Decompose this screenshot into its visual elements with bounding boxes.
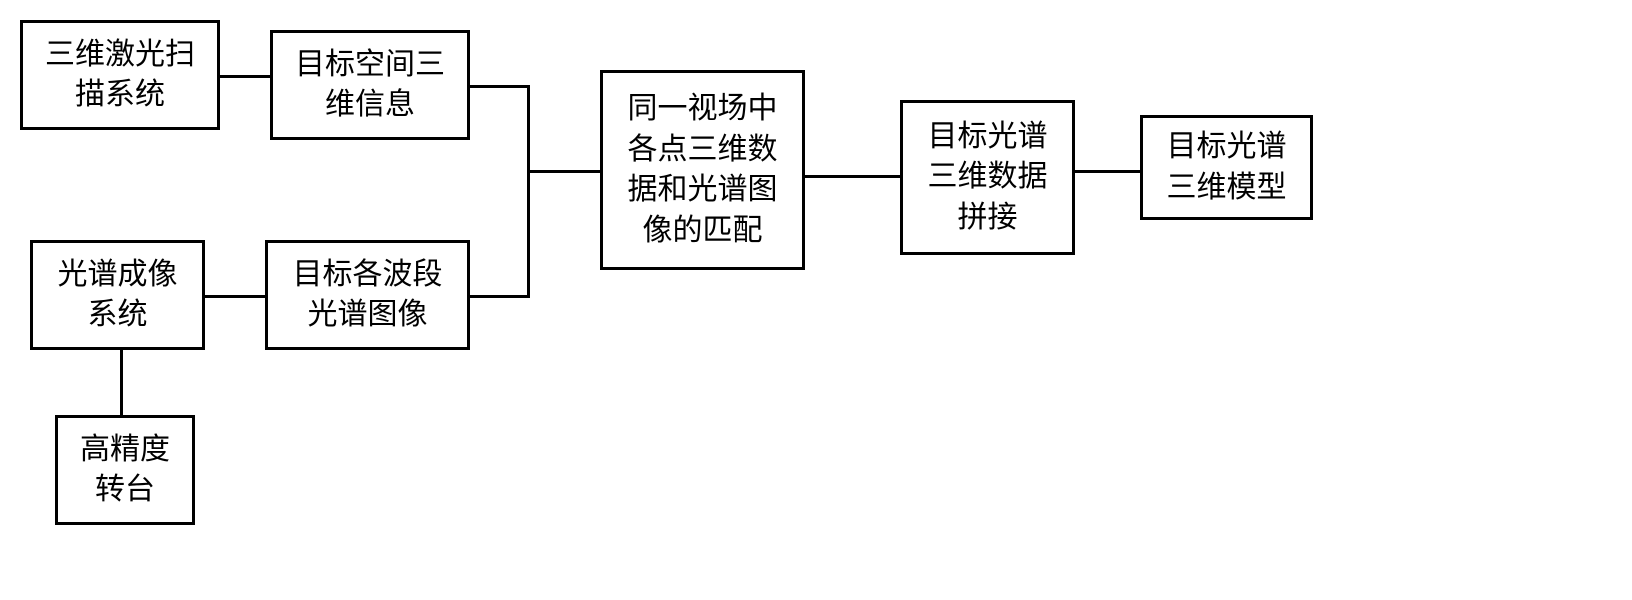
node-spectral-imaging-system: 光谱成像系统: [30, 240, 205, 350]
edge: [527, 85, 530, 298]
node-label: 目标空间三维信息: [295, 45, 445, 126]
edge: [120, 350, 123, 415]
edge: [205, 295, 265, 298]
edge: [527, 170, 600, 173]
edge: [1075, 170, 1140, 173]
node-label: 光谱成像系统: [58, 255, 178, 336]
edge: [470, 85, 530, 88]
node-laser-scan-system: 三维激光扫描系统: [20, 20, 220, 130]
node-label: 同一视场中各点三维数据和光谱图像的匹配: [628, 89, 778, 251]
node-3d-model: 目标光谱三维模型: [1140, 115, 1313, 220]
edge: [220, 75, 270, 78]
node-stitching: 目标光谱三维数据拼接: [900, 100, 1075, 255]
node-matching: 同一视场中各点三维数据和光谱图像的匹配: [600, 70, 805, 270]
node-spectral-images: 目标各波段光谱图像: [265, 240, 470, 350]
node-label: 目标光谱三维模型: [1167, 127, 1287, 208]
node-label: 目标光谱三维数据拼接: [928, 117, 1048, 239]
node-target-3d-info: 目标空间三维信息: [270, 30, 470, 140]
node-label: 目标各波段光谱图像: [293, 255, 443, 336]
node-label: 三维激光扫描系统: [45, 35, 195, 116]
edge: [805, 175, 900, 178]
node-turntable: 高精度转台: [55, 415, 195, 525]
edge: [470, 295, 530, 298]
node-label: 高精度转台: [80, 430, 170, 511]
